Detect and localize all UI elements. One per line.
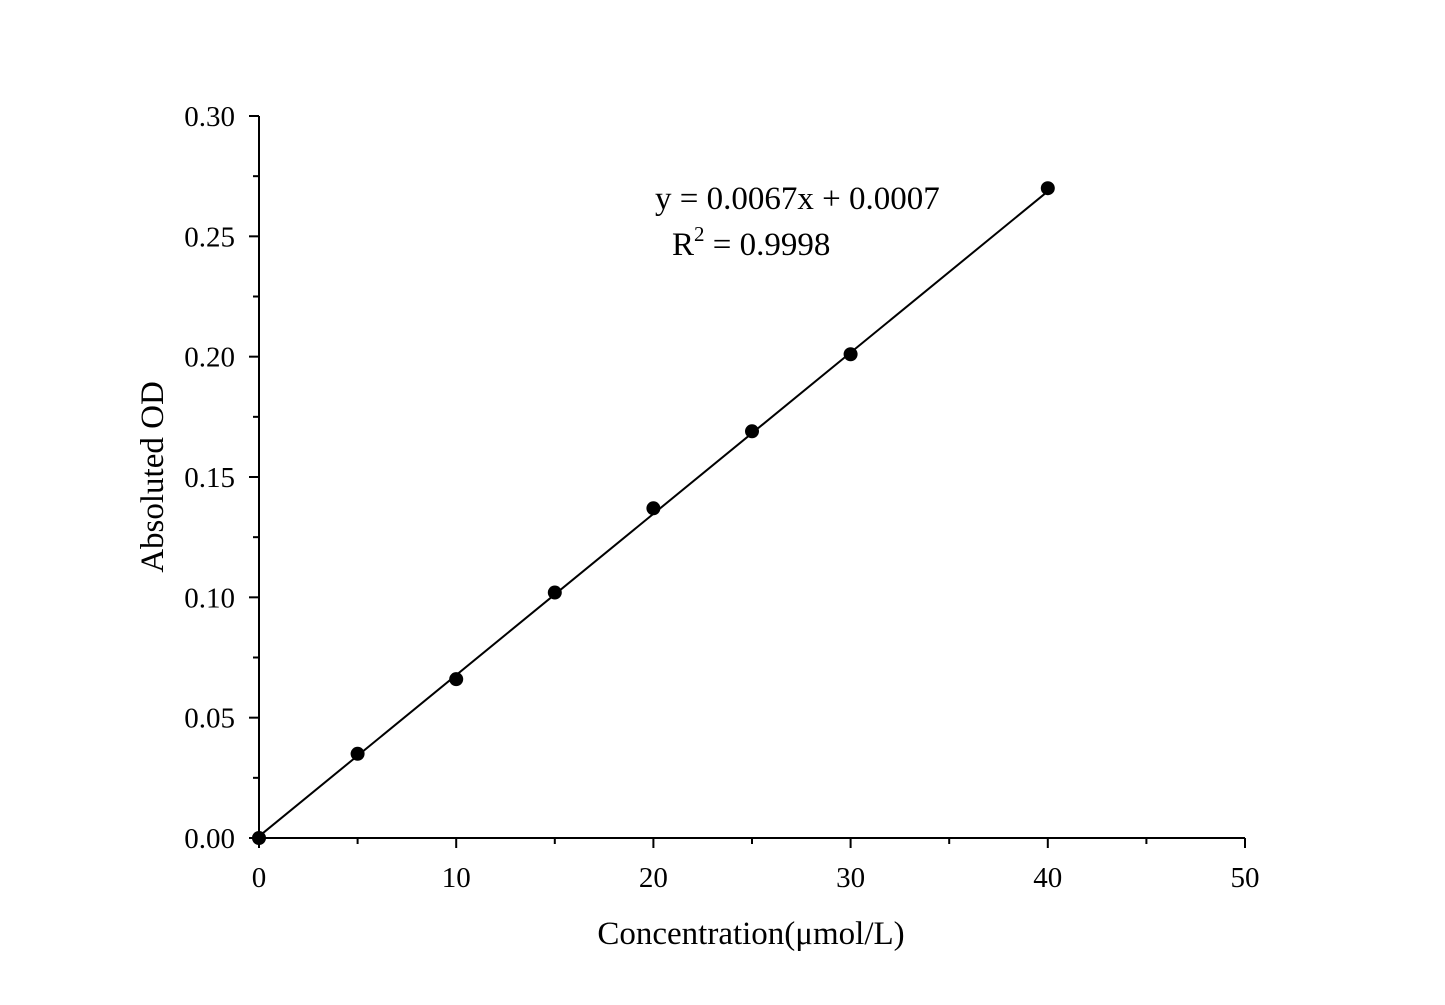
data-point xyxy=(646,501,661,516)
r-squared-label: R xyxy=(672,227,694,263)
r-squared-superscript: 2 xyxy=(694,222,705,246)
data-point xyxy=(449,672,464,687)
x-tick-label: 40 xyxy=(1033,862,1062,894)
x-tick-label: 50 xyxy=(1231,862,1260,894)
data-point xyxy=(745,424,759,439)
data-point xyxy=(547,585,562,600)
y-tick-label: 0.05 xyxy=(184,703,235,735)
x-axis-title: Concentration(μmol/L) xyxy=(597,916,904,952)
y-tick-label: 0.30 xyxy=(184,101,235,133)
data-point xyxy=(252,831,266,845)
r-squared-value: = 0.9998 xyxy=(705,227,831,263)
y-tick-label: 0.00 xyxy=(184,823,235,855)
y-axis-ticks: 0.00 0.05 0.10 0.15 0.20 0.25 0.30 xyxy=(184,101,259,855)
data-point xyxy=(350,746,365,761)
y-tick-label: 0.10 xyxy=(184,582,235,614)
x-tick-label: 30 xyxy=(836,862,865,894)
x-axis-ticks: 0 10 20 30 40 50 xyxy=(252,838,1260,894)
axes xyxy=(258,116,1245,839)
x-tick-label: 10 xyxy=(442,862,471,894)
regression-equation: y = 0.0067x + 0.0007 xyxy=(655,181,940,217)
data-points xyxy=(252,181,1055,845)
y-tick-label: 0.15 xyxy=(184,462,235,494)
r-squared-annotation: R2 = 0.9998 xyxy=(672,222,830,263)
data-point xyxy=(1040,181,1055,196)
y-tick-label: 0.20 xyxy=(184,342,235,374)
y-tick-label: 0.25 xyxy=(184,221,235,253)
x-tick-label: 20 xyxy=(639,862,668,894)
data-point xyxy=(843,347,858,362)
y-axis-title: Absoluted OD xyxy=(135,381,171,573)
x-tick-label: 0 xyxy=(252,862,267,894)
